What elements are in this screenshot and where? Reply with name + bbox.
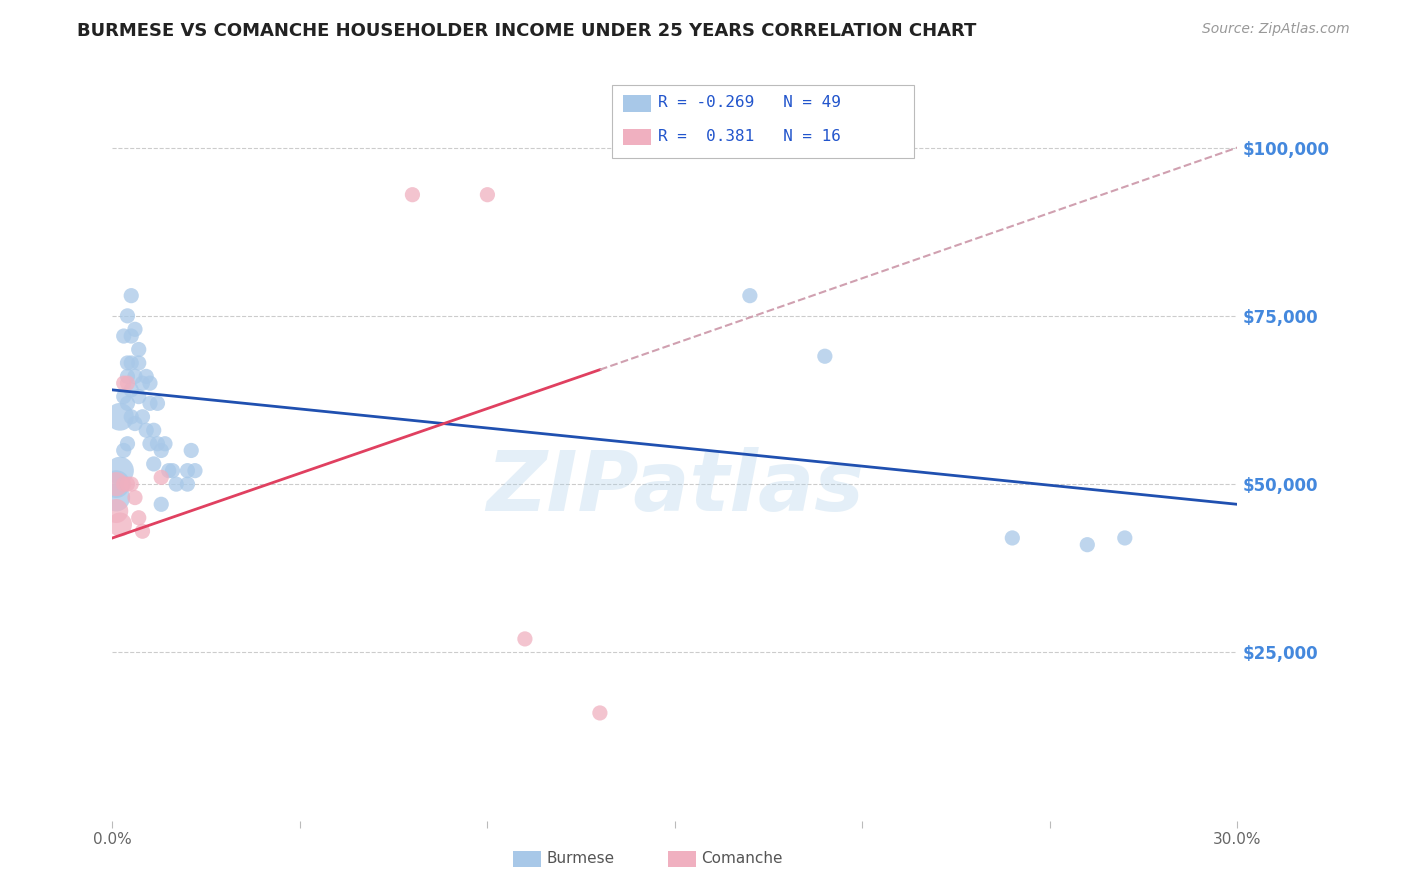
Point xyxy=(117,477,139,491)
Point xyxy=(112,390,135,404)
Point xyxy=(117,376,139,391)
Point xyxy=(139,396,162,410)
Point xyxy=(108,409,131,424)
Point xyxy=(108,464,131,478)
Point xyxy=(112,477,135,491)
Point xyxy=(146,436,169,450)
Text: Comanche: Comanche xyxy=(702,851,783,865)
Point xyxy=(165,477,187,491)
Point xyxy=(162,464,184,478)
Point xyxy=(117,356,139,370)
Point xyxy=(131,524,153,539)
Point xyxy=(128,356,150,370)
Point xyxy=(108,517,131,532)
Point xyxy=(128,343,150,357)
Point xyxy=(139,436,162,450)
Point xyxy=(105,477,128,491)
Text: R =  0.381   N = 16: R = 0.381 N = 16 xyxy=(658,129,841,144)
Point xyxy=(105,504,128,518)
Point xyxy=(120,409,142,424)
Text: Burmese: Burmese xyxy=(547,851,614,865)
Point xyxy=(112,376,135,391)
Point xyxy=(124,369,146,384)
Point xyxy=(112,443,135,458)
Point xyxy=(124,417,146,431)
Point xyxy=(131,409,153,424)
Text: ZIPatlas: ZIPatlas xyxy=(486,447,863,528)
Point xyxy=(120,477,142,491)
Point xyxy=(150,443,173,458)
Point xyxy=(176,464,198,478)
Point xyxy=(120,288,142,302)
Point xyxy=(176,477,198,491)
Point xyxy=(135,369,157,384)
Point xyxy=(184,464,207,478)
Point xyxy=(120,329,142,343)
Point xyxy=(124,322,146,336)
Point xyxy=(150,497,173,511)
Text: BURMESE VS COMANCHE HOUSEHOLDER INCOME UNDER 25 YEARS CORRELATION CHART: BURMESE VS COMANCHE HOUSEHOLDER INCOME U… xyxy=(77,22,977,40)
Point xyxy=(589,706,612,720)
Point xyxy=(814,349,837,363)
Point xyxy=(139,376,162,391)
Point xyxy=(117,436,139,450)
Point xyxy=(142,457,165,471)
Point xyxy=(153,436,176,450)
Text: Source: ZipAtlas.com: Source: ZipAtlas.com xyxy=(1202,22,1350,37)
Point xyxy=(1001,531,1024,545)
Point xyxy=(131,376,153,391)
Point xyxy=(105,491,128,505)
Point xyxy=(117,309,139,323)
Point xyxy=(738,288,761,302)
Point xyxy=(124,491,146,505)
Point xyxy=(180,443,202,458)
Point xyxy=(117,369,139,384)
Point xyxy=(135,423,157,437)
Point xyxy=(112,329,135,343)
Point xyxy=(146,396,169,410)
Point xyxy=(120,383,142,397)
Point xyxy=(157,464,180,478)
Point xyxy=(120,356,142,370)
Point xyxy=(477,187,499,202)
Point xyxy=(128,390,150,404)
Point xyxy=(1114,531,1136,545)
Point xyxy=(128,510,150,524)
Point xyxy=(142,423,165,437)
Point xyxy=(117,396,139,410)
Point xyxy=(150,470,173,484)
Point xyxy=(513,632,536,646)
Point xyxy=(105,477,128,491)
Point xyxy=(1076,538,1098,552)
Text: R = -0.269   N = 49: R = -0.269 N = 49 xyxy=(658,95,841,110)
Point xyxy=(401,187,423,202)
